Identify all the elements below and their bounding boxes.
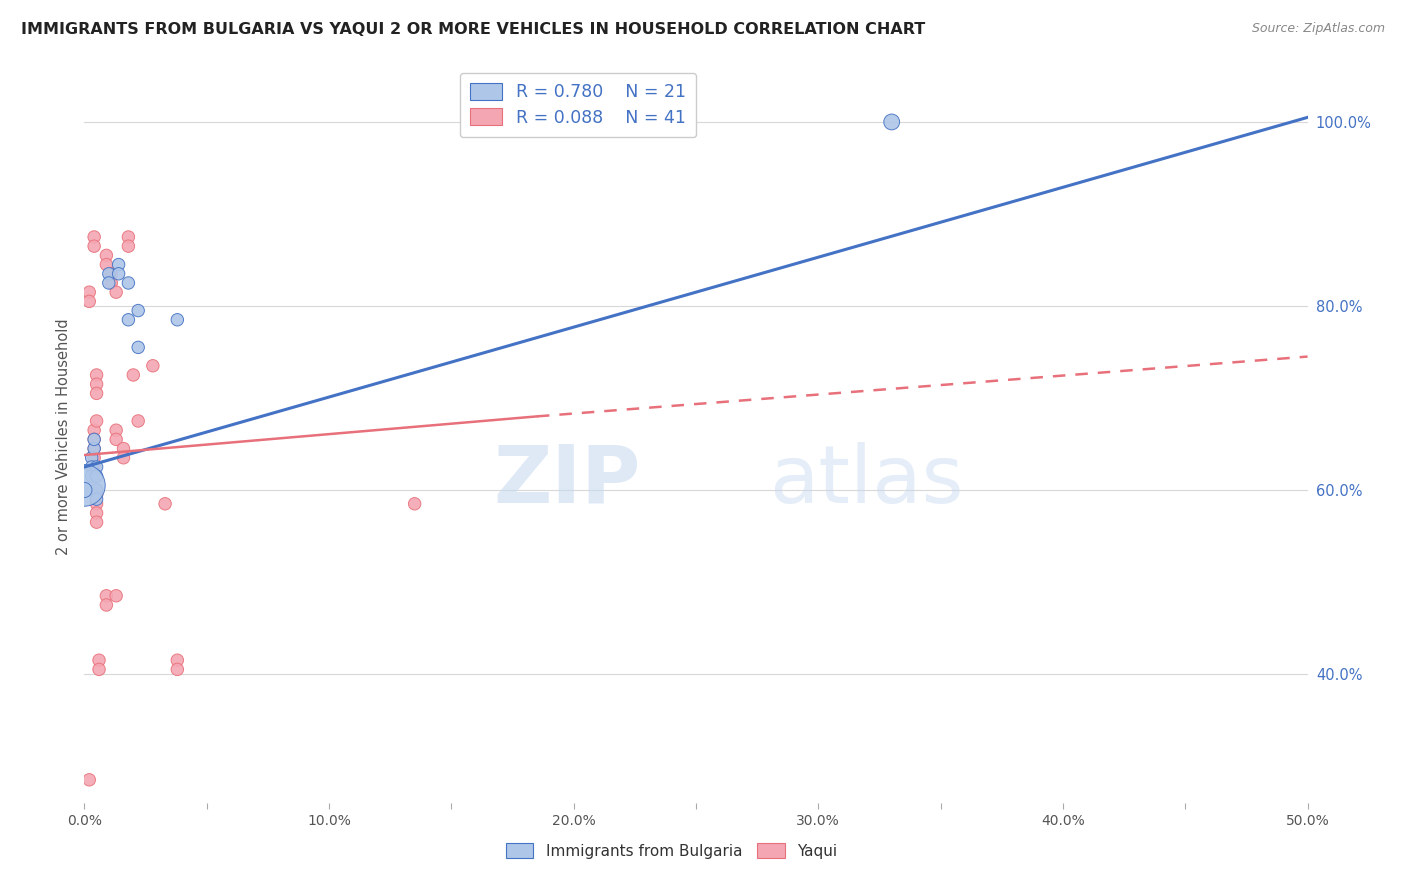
Point — [86, 469, 108, 483]
Point — [83, 239, 105, 253]
Point — [166, 653, 188, 667]
Point — [77, 294, 100, 309]
Point — [100, 267, 122, 281]
Legend: Immigrants from Bulgaria, Yaqui: Immigrants from Bulgaria, Yaqui — [499, 837, 844, 864]
Point — [80, 469, 103, 483]
Point — [83, 442, 105, 456]
Point — [80, 450, 103, 465]
Point — [97, 276, 120, 290]
Point — [153, 497, 176, 511]
Point — [117, 312, 139, 326]
Point — [83, 442, 105, 456]
Point — [80, 460, 103, 475]
Point — [83, 433, 105, 447]
Point — [112, 442, 135, 456]
Point — [105, 285, 128, 300]
Point — [96, 258, 118, 272]
Point — [107, 258, 129, 272]
Text: Source: ZipAtlas.com: Source: ZipAtlas.com — [1251, 22, 1385, 36]
Point — [96, 598, 118, 612]
Point — [880, 115, 903, 129]
Point — [83, 450, 105, 465]
Point — [86, 497, 108, 511]
Point — [87, 662, 110, 676]
Point — [100, 276, 122, 290]
Point — [142, 359, 165, 373]
Point — [86, 492, 108, 507]
Point — [96, 248, 118, 262]
Point — [83, 433, 105, 447]
Point — [77, 772, 100, 787]
Point — [86, 377, 108, 392]
Point — [86, 414, 108, 428]
Point — [105, 423, 128, 437]
Point — [97, 267, 120, 281]
Point — [83, 423, 105, 437]
Point — [112, 450, 135, 465]
Point — [83, 460, 105, 475]
Point — [77, 285, 100, 300]
Point — [107, 267, 129, 281]
Point — [86, 368, 108, 382]
Point — [127, 414, 149, 428]
Text: IMMIGRANTS FROM BULGARIA VS YAQUI 2 OR MORE VEHICLES IN HOUSEHOLD CORRELATION CH: IMMIGRANTS FROM BULGARIA VS YAQUI 2 OR M… — [21, 22, 925, 37]
Point — [86, 460, 108, 475]
Point — [122, 368, 145, 382]
Point — [86, 515, 108, 529]
Point — [96, 589, 118, 603]
Point — [105, 589, 128, 603]
Point — [117, 239, 139, 253]
Point — [117, 230, 139, 244]
Point — [127, 340, 149, 354]
Text: atlas: atlas — [769, 442, 963, 520]
Point — [166, 662, 188, 676]
Text: ZIP: ZIP — [494, 442, 641, 520]
Point — [86, 506, 108, 520]
Y-axis label: 2 or more Vehicles in Household: 2 or more Vehicles in Household — [56, 318, 72, 556]
Point — [73, 478, 96, 492]
Point — [404, 497, 426, 511]
Point — [105, 433, 128, 447]
Point — [86, 483, 108, 497]
Point — [127, 303, 149, 318]
Point — [166, 312, 188, 326]
Point — [87, 653, 110, 667]
Point — [117, 276, 139, 290]
Point — [86, 386, 108, 401]
Point — [73, 483, 96, 497]
Point — [83, 230, 105, 244]
Point — [86, 487, 108, 501]
